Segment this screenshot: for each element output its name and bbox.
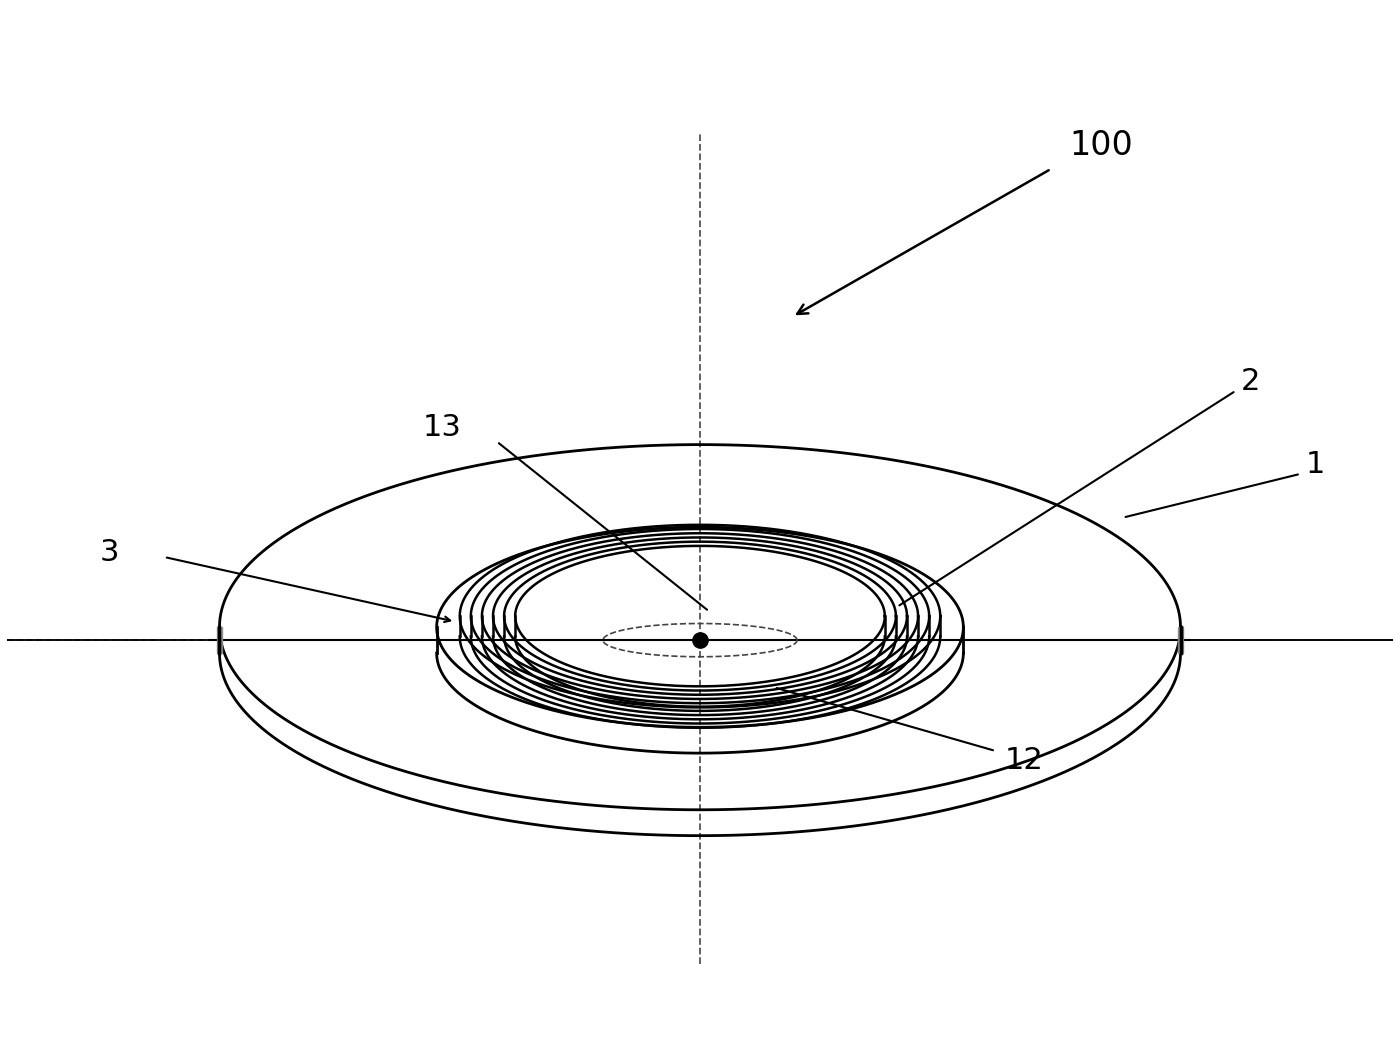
Text: 2: 2 [1240, 367, 1260, 396]
Polygon shape [217, 627, 223, 653]
Text: 100: 100 [1070, 129, 1134, 162]
Text: 13: 13 [423, 413, 462, 442]
Polygon shape [1177, 627, 1183, 653]
Text: 1: 1 [1305, 450, 1324, 479]
Text: 3: 3 [99, 538, 119, 567]
Text: 12: 12 [1005, 746, 1043, 775]
